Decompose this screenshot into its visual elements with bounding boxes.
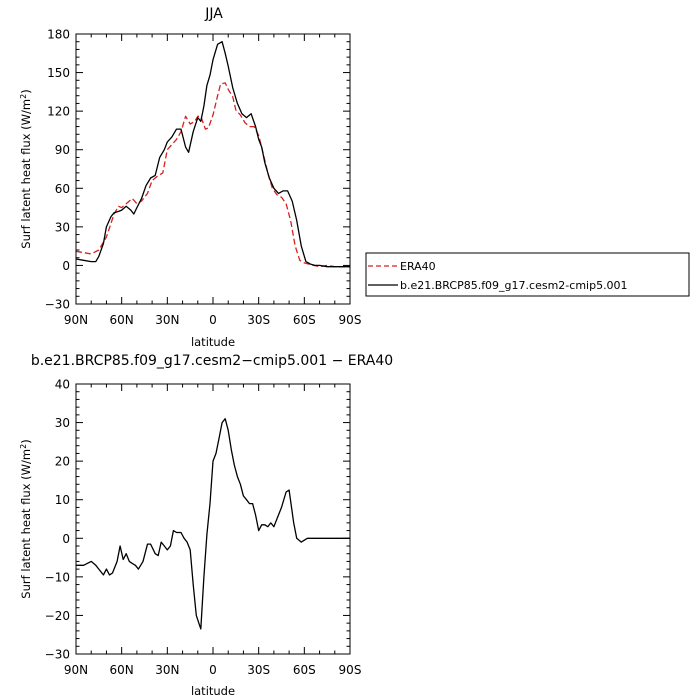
bottom-xtick-label: 90S bbox=[339, 663, 362, 677]
bottom-ytick-label: 0 bbox=[62, 532, 70, 546]
top-xtick-label: 30S bbox=[247, 313, 270, 327]
top-xtick-label: 0 bbox=[209, 313, 217, 327]
top-ytick-label: 180 bbox=[47, 28, 70, 42]
top-ytick-label: 90 bbox=[55, 143, 70, 157]
top-ytick-label: −30 bbox=[45, 298, 70, 312]
top-ytick-label: 60 bbox=[55, 182, 70, 196]
top-xtick-label: 60N bbox=[110, 313, 134, 327]
bottom-ytick-label: 20 bbox=[55, 455, 70, 469]
bottom-panel: b.e21.BRCP85.f09_g17.cesm2−cmip5.001 − E… bbox=[19, 353, 393, 698]
top-series bbox=[75, 41, 350, 268]
top-title: JJA bbox=[204, 6, 223, 22]
top-ytick-label: 150 bbox=[47, 66, 70, 80]
bottom-series-line-0 bbox=[76, 418, 350, 630]
top-series-line-0 bbox=[75, 82, 350, 268]
top-panel: JJA 90N 60N 30N 0 30S 60S 90S −30 0 30 60 90 120 150 1… bbox=[19, 6, 361, 349]
bottom-ylabel: Surf latent heat flux (W/m2) bbox=[19, 439, 33, 598]
bottom-ytick-label: −20 bbox=[45, 609, 70, 623]
top-xtick-label: 90S bbox=[339, 313, 362, 327]
top-ylabel: Surf latent heat flux (W/m2) bbox=[19, 89, 33, 248]
bottom-xtick-label: 0 bbox=[209, 663, 217, 677]
top-ytick-label: 0 bbox=[62, 259, 70, 273]
legend: ERA40 b.e21.BRCP85.f09_g17.cesm2-cmip5.0… bbox=[365, 252, 690, 297]
bottom-plot-frame bbox=[75, 383, 351, 655]
legend-box bbox=[365, 252, 690, 297]
bottom-title: b.e21.BRCP85.f09_g17.cesm2−cmip5.001 − E… bbox=[31, 353, 393, 369]
top-xtick-label: 60S bbox=[293, 313, 316, 327]
bottom-ytick-label: 40 bbox=[55, 378, 70, 392]
bottom-xtick-label: 30N bbox=[155, 663, 179, 677]
bottom-ytick-label: −30 bbox=[45, 648, 70, 662]
bottom-xlabel: latitude bbox=[191, 684, 235, 698]
top-xtick-label: 30N bbox=[155, 313, 179, 327]
top-ytick-label: 120 bbox=[47, 105, 70, 119]
top-ytick-label: 30 bbox=[55, 220, 70, 234]
bottom-ticks: 90N 60N 30N 0 30S 60S 90S −30 −20 −10 0 10 20 30 40 bbox=[45, 378, 362, 678]
top-series-line-1 bbox=[75, 41, 350, 268]
bottom-ytick-label: 30 bbox=[55, 416, 70, 430]
bottom-xtick-label: 60S bbox=[293, 663, 316, 677]
bottom-xtick-label: 30S bbox=[247, 663, 270, 677]
top-ticks: 90N 60N 30N 0 30S 60S 90S −30 0 30 60 90 120 150 180 bbox=[45, 28, 362, 328]
legend-label-era40: ERA40 bbox=[400, 260, 436, 273]
bottom-series bbox=[76, 418, 350, 630]
legend-label-cesm: b.e21.BRCP85.f09_g17.cesm2-cmip5.001 bbox=[400, 279, 628, 292]
bottom-ytick-label: −10 bbox=[45, 570, 70, 584]
bottom-ytick-label: 10 bbox=[55, 493, 70, 507]
top-xtick-label: 90N bbox=[64, 313, 88, 327]
top-xlabel: latitude bbox=[191, 335, 235, 349]
bottom-xtick-label: 90N bbox=[64, 663, 88, 677]
bottom-xtick-label: 60N bbox=[110, 663, 134, 677]
top-plot-frame bbox=[75, 33, 351, 305]
